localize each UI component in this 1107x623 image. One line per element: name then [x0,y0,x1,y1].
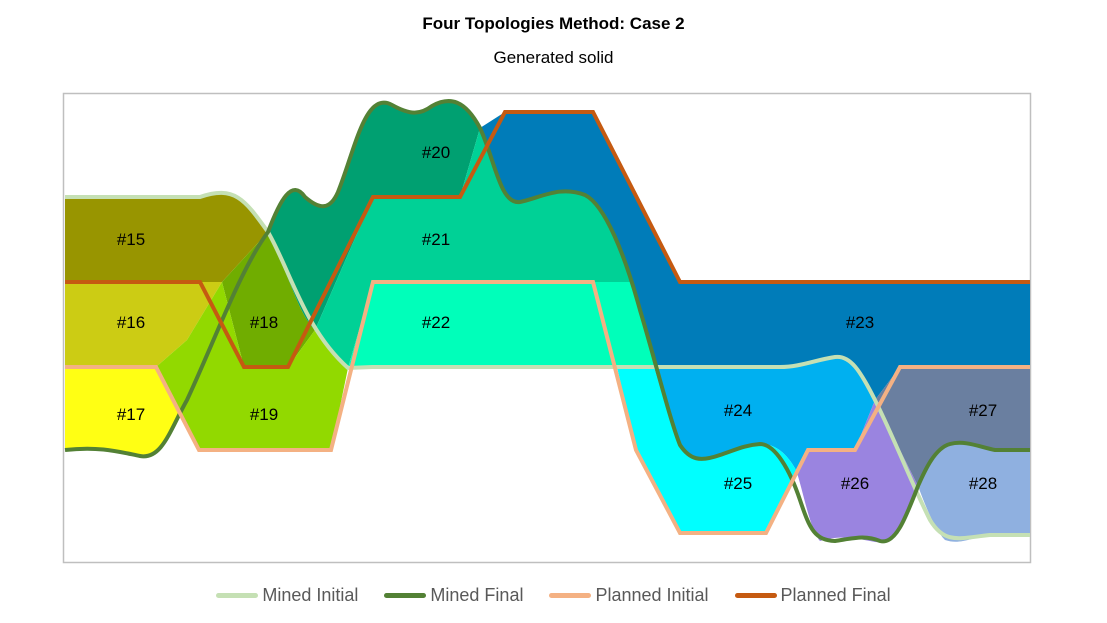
region-label-25: #25 [724,474,752,493]
region-label-27: #27 [969,401,997,420]
region-label-22: #22 [422,313,450,332]
chart-legend: Mined Initial Mined Final Planned Initia… [0,585,1107,606]
chart-title: Four Topologies Method: Case 2 [422,14,685,33]
region-label-17: #17 [117,405,145,424]
legend-label: Planned Final [780,585,891,605]
region-19 [156,282,348,450]
region-label-26: #26 [841,474,869,493]
region-15 [65,192,268,282]
legend-item-planned-initial: Planned Initial [549,585,709,606]
legend-item-planned-final: Planned Final [734,585,891,606]
legend-label: Planned Initial [595,585,709,605]
region-label-24: #24 [724,401,752,420]
region-26 [796,400,918,543]
region-28 [918,442,1030,542]
chart-subtitle: Generated solid [493,48,614,67]
legend-swatch [549,593,592,598]
region-label-28: #28 [969,474,997,493]
line-mined-final [64,99,1030,544]
region-27 [875,367,1030,486]
region-16 [65,282,222,367]
region-label-23: #23 [846,313,874,332]
region-17 [65,367,187,457]
region-18 [222,232,315,367]
region-23 [480,112,1030,400]
region-label-21: #21 [422,230,450,249]
region-label-18: #18 [250,313,278,332]
region-20 [268,101,480,330]
legend-item-mined-initial: Mined Initial [216,585,358,606]
legend-item-mined-final: Mined Final [384,585,523,606]
region-label-20: #20 [422,143,450,162]
legend-swatch [734,593,777,598]
line-planned-initial [65,280,1030,535]
region-label-15: #15 [117,230,145,249]
region-label-16: #16 [117,313,145,332]
region-24 [617,356,875,470]
legend-label: Mined Final [430,585,524,605]
line-planned-final [65,110,1030,369]
legend-swatch [384,593,427,598]
legend-label: Mined Initial [262,585,359,605]
legend-swatch [216,593,259,598]
region-25 [617,367,796,533]
region-21 [315,128,630,368]
region-label-19: #19 [250,405,278,424]
region-22 [348,282,654,368]
